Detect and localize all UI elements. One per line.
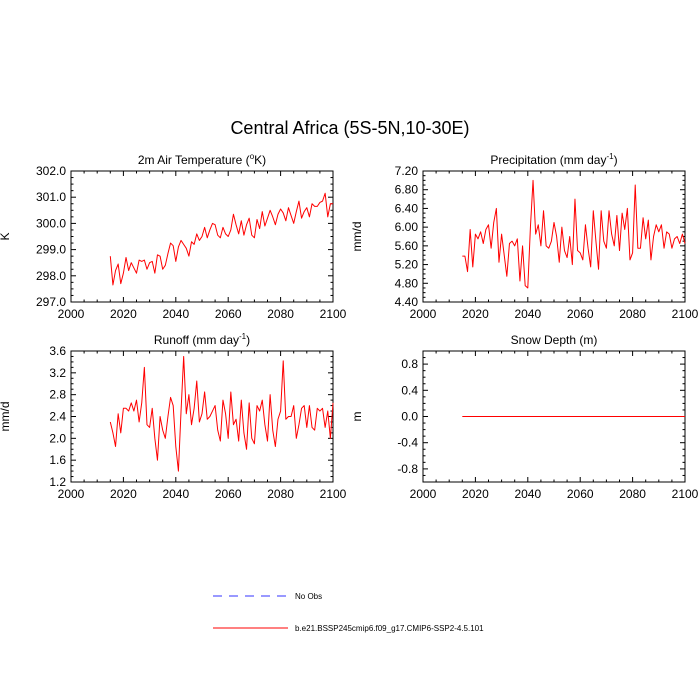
- panel-1: 2m Air Temperature (oK) K 2000 2020 2040 2060…: [0, 152, 347, 321]
- y-tick-label: -0.8: [397, 462, 418, 476]
- y-tick-label: 297.0: [36, 295, 66, 309]
- figure-title: Central Africa (5S-5N,10-30E): [230, 118, 469, 138]
- panel-4: Snow Depth (m) m 2000 2020 2040 2060 2080 2100 -…: [350, 333, 699, 501]
- y-tick-label: 6.80: [395, 183, 419, 197]
- plot-frame: [70, 350, 334, 483]
- y-tick-label: 2.0: [49, 431, 66, 445]
- y-tick-label: 300.0: [36, 216, 66, 230]
- x-tick-label: 2020: [462, 487, 489, 501]
- y-tick-label: 7.20: [395, 164, 419, 178]
- y-tick-label: 4.40: [395, 295, 419, 309]
- y-tick-label: 5.20: [395, 258, 419, 272]
- y-tick-label: 0.4: [401, 383, 418, 397]
- x-tick-label: 2100: [672, 307, 699, 321]
- x-tick-label: 2040: [162, 487, 189, 501]
- y-tick-label: 299.0: [36, 243, 66, 257]
- series-line: [109, 355, 334, 472]
- panel-title: Snow Depth (m): [511, 333, 598, 347]
- x-tick-label: 2040: [514, 487, 541, 501]
- y-tick-label: 0.0: [401, 410, 418, 424]
- panel-title: 2m Air Temperature (oK): [138, 152, 266, 167]
- x-tick-label: 2020: [110, 487, 137, 501]
- y-tick-label: 298.0: [36, 269, 66, 283]
- x-tick-label: 2060: [567, 487, 594, 501]
- x-tick-label: 2100: [672, 487, 699, 501]
- y-tick-label: 3.6: [49, 344, 66, 358]
- x-tick-label: 2000: [58, 307, 85, 321]
- legend-model-label: b.e21.BSSP245cmip6.f09_g17.CMIP6-SSP2-4.…: [295, 624, 484, 633]
- x-tick-label: 2020: [110, 307, 137, 321]
- y-tick-label: 1.6: [49, 453, 66, 467]
- legend: No Obs b.e21.BSSP245cmip6.f09_g17.CMIP6-…: [213, 592, 484, 633]
- x-tick-label: 2080: [619, 487, 646, 501]
- x-tick-label: 2000: [58, 487, 85, 501]
- y-tick-label: 5.60: [395, 239, 419, 253]
- x-tick-label: 2080: [267, 487, 294, 501]
- x-tick-label: 2100: [320, 487, 347, 501]
- series-line: [462, 179, 686, 289]
- x-tick-label: 2000: [410, 307, 437, 321]
- y-axis-label: mm/d: [350, 222, 364, 252]
- y-tick-label: 1.2: [49, 475, 66, 489]
- x-tick-label: 2080: [267, 307, 294, 321]
- y-tick-label: 2.4: [49, 410, 66, 424]
- y-axis-label: m: [350, 412, 364, 422]
- y-tick-label: 2.8: [49, 388, 66, 402]
- y-tick-label: 6.00: [395, 220, 419, 234]
- y-tick-label: 302.0: [36, 164, 66, 178]
- y-tick-label: 4.80: [395, 276, 419, 290]
- x-tick-label: 2020: [462, 307, 489, 321]
- x-tick-label: 2000: [410, 487, 437, 501]
- panels-group: 2m Air Temperature (oK) K 2000 2020 2040 2060…: [0, 152, 699, 501]
- x-tick-label: 2100: [320, 307, 347, 321]
- legend-obs-label: No Obs: [295, 592, 322, 601]
- x-tick-label: 2080: [619, 307, 646, 321]
- y-axis-label: mm/d: [0, 402, 12, 432]
- y-tick-label: 3.2: [49, 366, 66, 380]
- y-axis-label: K: [0, 232, 12, 240]
- y-tick-label: 301.0: [36, 190, 66, 204]
- panel-2: Precipitation (mm day-1) mm/d 2000 2020 2040…: [350, 152, 699, 321]
- y-tick-label: -0.4: [397, 436, 418, 450]
- panel-3: Runoff (mm day-1) mm/d 2000 2020 2040 2060 208…: [0, 332, 347, 501]
- x-tick-label: 2040: [514, 307, 541, 321]
- x-tick-label: 2060: [215, 487, 242, 501]
- series-line: [109, 192, 333, 286]
- x-tick-label: 2040: [162, 307, 189, 321]
- x-tick-label: 2060: [567, 307, 594, 321]
- panel-title: Precipitation (mm day-1): [490, 152, 617, 167]
- panel-title: Runoff (mm day-1): [154, 332, 250, 347]
- y-tick-label: 6.40: [395, 201, 419, 215]
- x-tick-label: 2060: [215, 307, 242, 321]
- y-tick-label: 0.8: [401, 357, 418, 371]
